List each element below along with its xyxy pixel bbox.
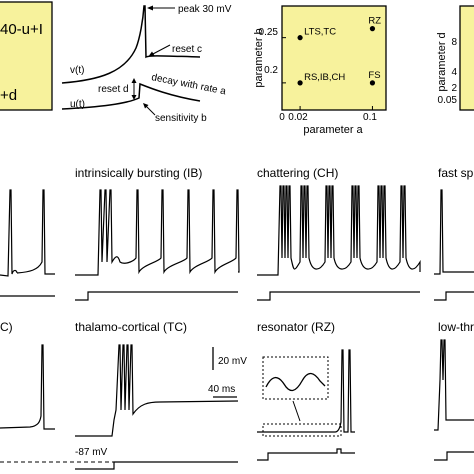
param-ab-xtick-01: 0.1 [363,112,377,123]
ib-current [75,291,238,301]
tc-voltage-label: -87 mV [75,447,108,458]
row1-currents [0,291,474,301]
equation-line-1: 40-u+I [0,21,43,38]
rs-trace [0,189,18,277]
param-ab-point-1 [369,26,376,32]
rz-current [257,448,355,461]
ch-current [257,291,420,301]
param-ab-box [281,5,387,111]
rz-trace [257,349,355,433]
param-ab-plot: LTS,TC RZ RS,IB,CH FS 0.25 0.2 0 0.02 0.1 p… [253,5,387,136]
scale-ms-label: 40 ms [208,384,235,395]
equation-panel: 40-u+I +d [0,1,53,111]
left-trace-row2 [0,344,55,430]
ib-label: intrinsically bursting (IB) [75,166,202,180]
param-ab-point-0 [297,35,303,41]
param-ab-point-2 [297,80,303,86]
param-cd-ytick-2: 2 [451,83,457,94]
ch-trace [257,185,421,276]
ch-label: chattering (CH) [257,166,338,180]
param-ab-ticks [282,37,373,110]
rz-label: resonator (RZ) [257,320,335,334]
row2-traces [0,339,474,437]
param-ab-xtick-002: 0.02 [288,112,308,123]
rz-baseline-box [262,423,342,437]
lts-trace [434,339,474,431]
v-trace [61,5,201,84]
rz-inset-wave [265,372,326,392]
tc-label: thalamo-cortical (TC) [75,320,187,334]
param-ab-point-label-2: RS,IB,CH [304,72,345,83]
equation-panel-box [0,1,53,111]
param-ab-ylabel: parameter b [253,28,265,87]
param-ab-ytick-025: 0.25 [259,27,279,38]
param-ab-point-label-0: LTS,TC [304,27,336,38]
sensitivity-arrow-head [143,103,149,109]
fs-trace [434,189,474,275]
reset-c-label: reset c [172,44,202,55]
v-label: v(t) [70,65,84,76]
scale-mv-label: 20 mV [218,356,247,367]
lts-current [434,451,474,461]
param-ab-xlabel: parameter a [303,124,363,136]
peak-arrow-head [147,5,153,11]
row1-traces [0,185,474,277]
rz-inset-box [262,356,329,400]
param-ab-points: LTS,TC RZ RS,IB,CH FS [297,16,381,86]
lts-label: low-thr [438,320,474,334]
param-ab-point-3 [369,80,376,86]
param-cd-ytick-4: 4 [451,67,457,78]
reset-d-arrow-head-down [131,95,137,100]
param-ab-ytick-02: 0.2 [264,65,278,76]
equation-line-2: +d [0,87,17,104]
decay-label: decay with rate a [150,72,227,97]
fs-current [434,291,474,301]
rs-trace-2 [16,189,55,275]
param-ab-point-label-3: FS [368,70,380,81]
peak-label: peak 30 mV [178,4,232,15]
param-ab-xtick-0: 0 [279,112,285,123]
u-trace [61,82,201,110]
sensitivity-label: sensitivity b [155,113,207,124]
scale-bars [212,347,237,398]
param-cd-ylabel: parameter d [436,32,448,91]
reset-c-arrow [150,44,171,56]
ib-trace [75,189,240,276]
reset-c-arrow-head [148,51,155,57]
param-cd-ytick-8: 8 [451,37,457,48]
rz-inset-connector [292,400,301,422]
reset-d-label: reset d [98,84,129,95]
param-ab-point-label-1: RZ [368,16,381,27]
u-label: u(t) [70,99,85,110]
row2-currents [75,448,474,470]
rz-inset [262,356,342,437]
reset-d-arrow-head-up [131,78,137,83]
tc-current [75,461,238,470]
tc-trace [75,344,239,437]
model-schematic [61,5,201,116]
tc-left-label: C) [0,320,13,334]
param-cd-ytick-005: 0.05 [438,95,458,106]
fs-label: fast sp [438,166,474,180]
param-cd-plot: parameter d 8 4 2 0.05 [436,5,474,111]
param-cd-box [459,5,474,111]
